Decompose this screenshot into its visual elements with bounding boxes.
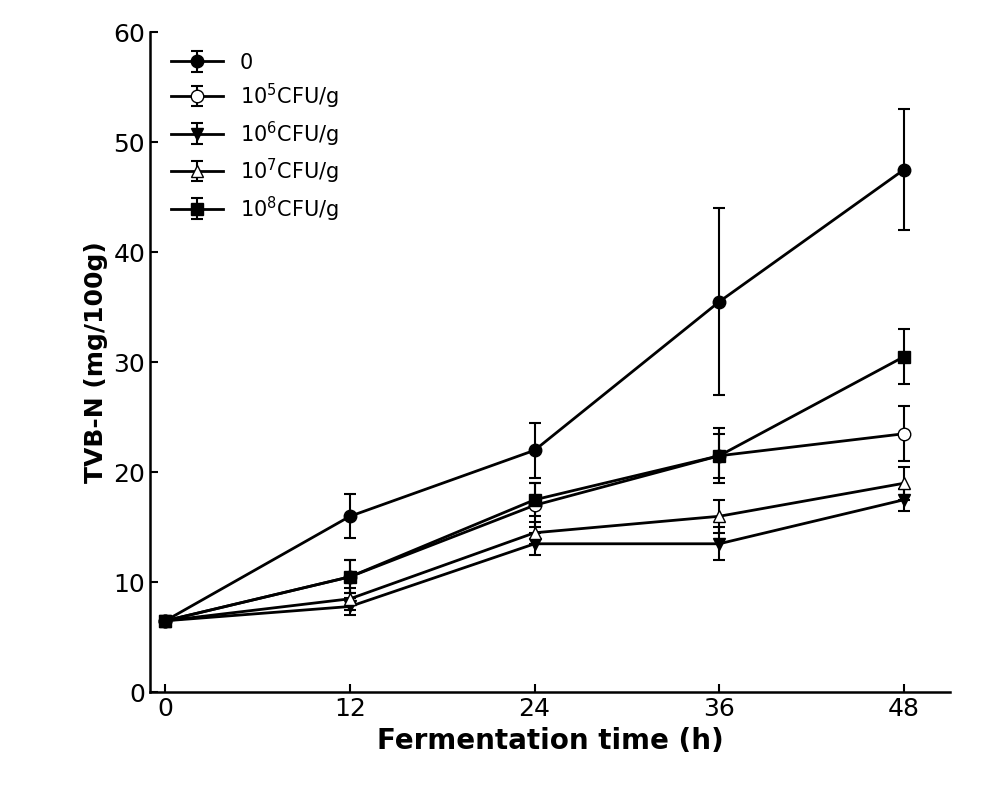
X-axis label: Fermentation time (h): Fermentation time (h): [377, 727, 723, 755]
Y-axis label: TVB-N (mg/100g): TVB-N (mg/100g): [84, 242, 108, 483]
Legend: 0, $10^5$CFU/g, $10^6$CFU/g, $10^7$CFU/g, $10^8$CFU/g: 0, $10^5$CFU/g, $10^6$CFU/g, $10^7$CFU/g…: [160, 43, 349, 234]
